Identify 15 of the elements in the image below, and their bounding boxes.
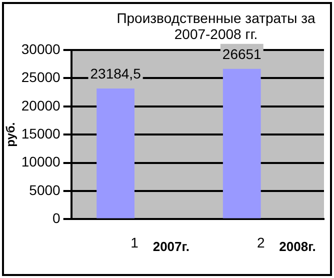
y-tick-label: 20000 [21,97,61,114]
x-tick-label: 2 [256,234,265,250]
data-label: 26651 [222,46,262,62]
y-tick-label: 10000 [21,154,61,170]
chart-title: Производственные затраты за 2007-2008 гг. [116,10,316,42]
x-tick-label: 1 [130,234,139,250]
y-tick-label: 25000 [21,69,61,86]
y-axis-title: руб. [4,122,18,147]
text: 2008г. [279,239,316,254]
y-tick-label: 30000 [21,40,61,57]
text: 2007г. [152,239,190,254]
y-tick-label: 0 [52,210,61,226]
y-tick-label: 15000 [21,125,61,142]
data-label: 23184,5 [90,65,142,82]
y-tick-label: 5000 [29,182,61,198]
